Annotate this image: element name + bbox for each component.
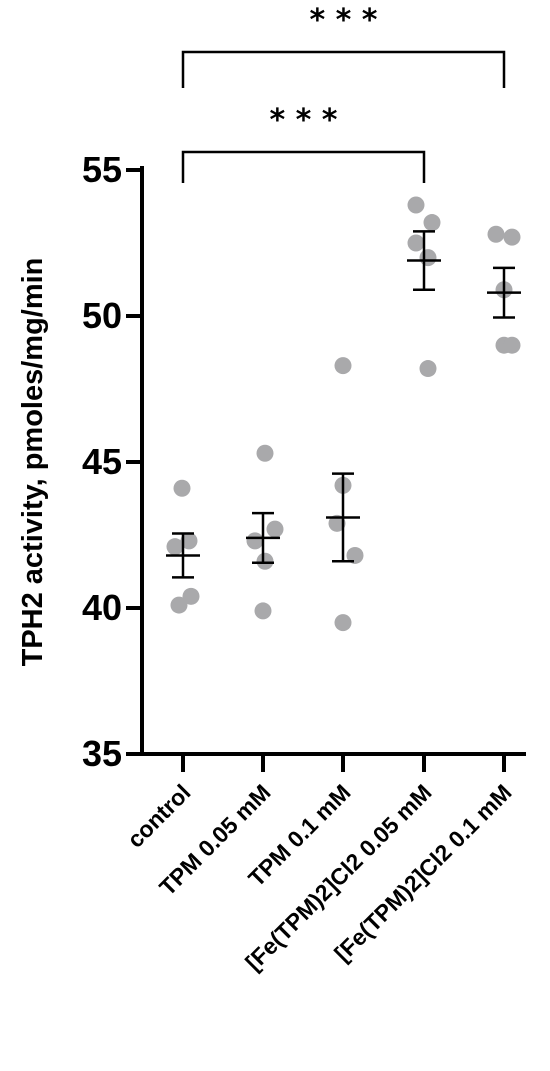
data-point bbox=[346, 546, 364, 564]
data-point bbox=[328, 514, 346, 532]
significance-bracket bbox=[181, 50, 506, 88]
data-point bbox=[180, 532, 198, 550]
data-point bbox=[256, 552, 274, 570]
y-tick-label: 40 bbox=[82, 587, 122, 628]
data-points bbox=[166, 196, 521, 632]
data-point bbox=[503, 336, 521, 354]
y-tick-label: 45 bbox=[82, 441, 122, 482]
data-point bbox=[182, 587, 200, 605]
data-point bbox=[423, 214, 441, 232]
data-point bbox=[266, 520, 284, 538]
significance-brackets: * * * * * * bbox=[181, 3, 506, 183]
data-point bbox=[407, 234, 425, 252]
data-point bbox=[419, 249, 437, 267]
significance-stars: * * * bbox=[310, 3, 378, 38]
data-point bbox=[503, 228, 521, 246]
data-point bbox=[407, 196, 425, 214]
error-bars bbox=[166, 230, 521, 579]
data-point bbox=[334, 614, 352, 632]
data-point bbox=[173, 479, 191, 497]
data-point bbox=[166, 538, 184, 556]
y-tick-label: 55 bbox=[82, 149, 122, 190]
x-tick-label: control bbox=[122, 779, 196, 853]
significance-stars: * * * bbox=[270, 103, 338, 138]
y-tick-label: 50 bbox=[82, 295, 122, 336]
y-tick-label: 35 bbox=[82, 733, 122, 774]
data-point bbox=[334, 357, 352, 375]
data-point bbox=[487, 225, 505, 243]
significance-bracket bbox=[181, 150, 426, 183]
data-point bbox=[246, 532, 264, 550]
data-point bbox=[254, 602, 272, 620]
data-point bbox=[419, 360, 437, 378]
data-point bbox=[256, 444, 274, 462]
data-point bbox=[170, 596, 188, 614]
y-axis-label: TPH2 activity, pmoles/mg/min bbox=[17, 258, 49, 667]
